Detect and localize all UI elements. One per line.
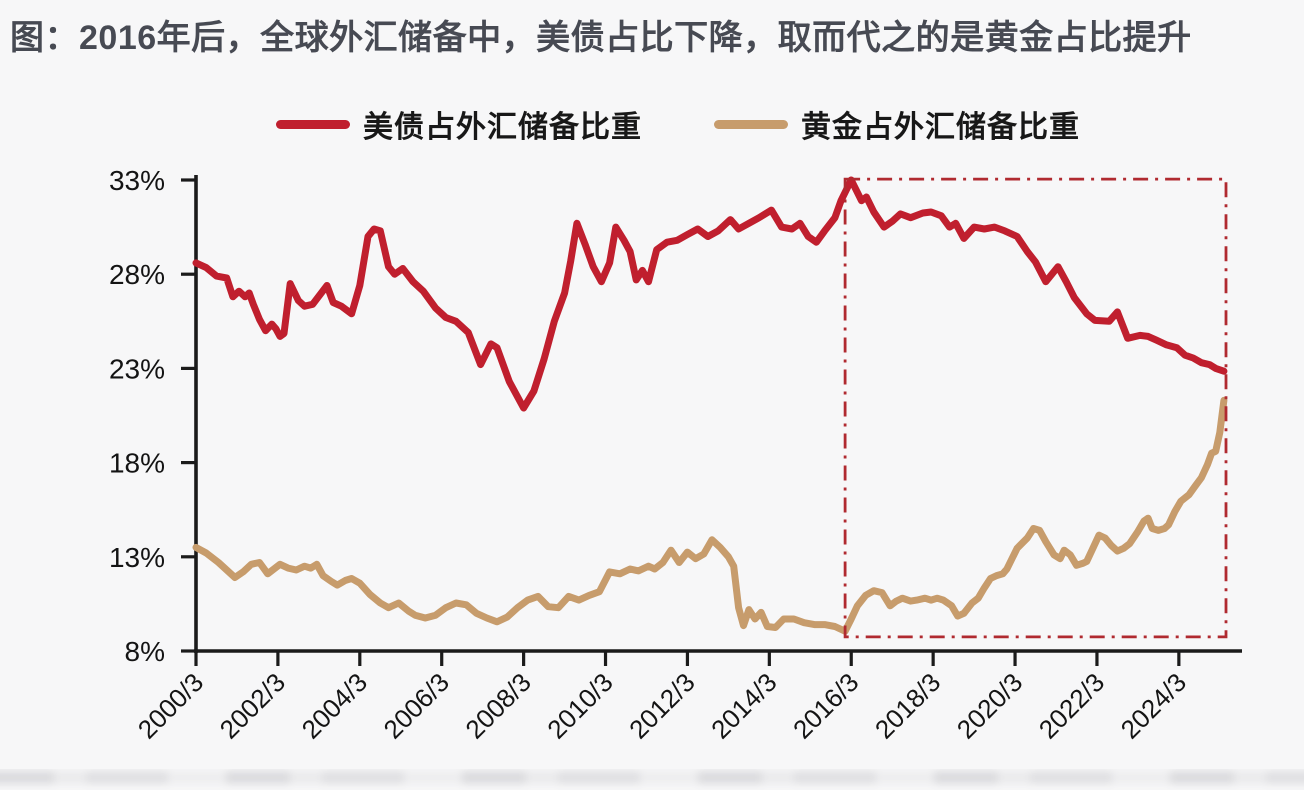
y-tick-label: 28% (109, 259, 165, 290)
blurred-text-remnant (0, 771, 1304, 784)
x-tick-label: 2004/3 (296, 667, 373, 744)
chart-title: 图：2016年后，全球外汇储备中，美债占比下降，取而代之的是黄金占比提升 (10, 19, 1192, 57)
x-tick-label: 2002/3 (214, 667, 291, 744)
x-tick-label: 2022/3 (1033, 667, 1110, 744)
y-tick-label: 13% (109, 542, 165, 573)
x-tick-label: 2014/3 (705, 667, 782, 744)
x-tick-label: 2006/3 (378, 667, 455, 744)
legend-item-gold: 黄金占外汇储备比重 (714, 102, 1080, 146)
highlight-box (843, 177, 1228, 639)
x-tick-label: 2000/3 (132, 667, 209, 744)
x-tick-label: 2008/3 (459, 667, 536, 744)
y-tick-label: 8% (125, 636, 165, 667)
series-line-us-treasury (192, 176, 1228, 412)
legend-label-gold: 黄金占外汇储备比重 (801, 111, 1080, 144)
x-tick-label: 2020/3 (951, 667, 1028, 744)
x-tick-label: 2018/3 (869, 667, 946, 744)
y-tick-label: 23% (109, 353, 165, 384)
legend: 美债占外汇储备比重 黄金占外汇储备比重 (276, 102, 1080, 146)
bottom-blur-strip (0, 769, 1304, 790)
legend-swatch-us-treasury-icon (276, 119, 350, 129)
y-tick-label: 18% (109, 448, 165, 479)
legend-swatch-gold-icon (714, 119, 788, 129)
x-tick-label: 2010/3 (541, 667, 618, 744)
y-tick-label: 33% (109, 165, 165, 196)
x-tick-label: 2012/3 (623, 667, 700, 744)
x-tick-label: 2024/3 (1115, 667, 1192, 744)
legend-label-us-treasury: 美债占外汇储备比重 (363, 111, 642, 144)
series-line-gold (192, 396, 1228, 635)
legend-item-us-treasury: 美债占外汇储备比重 (276, 102, 642, 146)
x-tick-label: 2016/3 (787, 667, 864, 744)
